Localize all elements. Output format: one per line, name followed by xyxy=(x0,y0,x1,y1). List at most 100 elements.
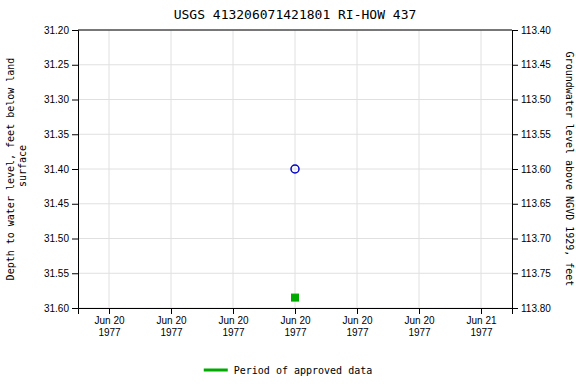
tick-label: 113.80 xyxy=(521,303,551,314)
tick-label-line: Jun 20 xyxy=(156,315,186,326)
tick: 113.70 xyxy=(512,233,551,244)
tick: 31.25 xyxy=(44,59,78,70)
tick: 31.20 xyxy=(44,25,78,36)
tick-label: 31.40 xyxy=(44,164,69,175)
tick-label: 113.65 xyxy=(521,198,551,209)
tick: 113.80 xyxy=(512,303,551,314)
axis-line xyxy=(513,31,519,309)
tick: Jun 201977 xyxy=(218,308,248,338)
chart: 31.20 31.25 31.30 31.35 31.40 31.45 31.50 31.55… xyxy=(0,0,576,384)
grid xyxy=(78,30,512,308)
y-axis-title-line: Depth to water level, feet below land xyxy=(5,58,16,281)
grid-line xyxy=(171,30,172,308)
tick-mark xyxy=(233,308,234,314)
tick-mark xyxy=(72,273,78,274)
legend: Period of approved data xyxy=(204,365,372,376)
tick-label: 113.70 xyxy=(521,233,551,244)
tick: Jun 201977 xyxy=(156,308,186,338)
tick-label: 31.25 xyxy=(44,59,69,70)
tick-mark xyxy=(72,65,78,66)
tick-label: 31.60 xyxy=(44,303,69,314)
tick-label-line: Jun 20 xyxy=(342,315,372,326)
tick: 31.45 xyxy=(44,198,78,209)
marks xyxy=(291,165,299,301)
grid-line xyxy=(295,30,296,308)
tick-mark xyxy=(512,273,518,274)
frame xyxy=(78,30,512,31)
tick-mark xyxy=(171,308,172,314)
tick-label-line: Jun 20 xyxy=(218,315,248,326)
tick-label: 113.50 xyxy=(521,94,551,105)
tick-label: Jun 201977 xyxy=(404,315,434,338)
tick-label-line: 1977 xyxy=(346,327,369,338)
tick-label: 31.55 xyxy=(44,268,69,279)
tick-label-line: 1977 xyxy=(222,327,245,338)
tick: Jun 201977 xyxy=(94,308,124,338)
title: USGS 413206071421801 RI-HOW 437 xyxy=(174,7,417,22)
tick-mark xyxy=(72,169,78,170)
axis-line xyxy=(72,31,79,309)
tick-mark xyxy=(72,134,78,135)
tick-label-line: 1977 xyxy=(160,327,183,338)
grid-line xyxy=(419,30,420,308)
tick-label: Jun 201977 xyxy=(94,315,124,338)
tick-label-line: Jun 20 xyxy=(404,315,434,326)
tick-mark xyxy=(512,100,518,101)
tick-label-line: 1977 xyxy=(470,327,493,338)
tick-label-line: Jun 20 xyxy=(280,315,310,326)
tick: 113.50 xyxy=(512,94,551,105)
tick: 113.40 xyxy=(512,25,551,36)
y-axis-title: Depth to water level, feet below land su… xyxy=(5,58,28,281)
point xyxy=(291,165,299,173)
tick-label-line: 1977 xyxy=(408,327,431,338)
tick-label: Jun 211977 xyxy=(466,315,496,338)
tick-mark xyxy=(512,204,518,205)
tick-mark xyxy=(419,308,420,314)
grid-line xyxy=(109,30,110,308)
tick: 113.55 xyxy=(512,129,551,140)
tick: 113.60 xyxy=(512,164,551,175)
tick: 31.40 xyxy=(44,164,78,175)
tick: Jun 201977 xyxy=(280,308,310,338)
y2-axis: 113.40 113.45 113.50 113.55 113.60 113.65 113.… xyxy=(512,25,551,314)
tick-mark xyxy=(512,30,518,31)
tick-mark xyxy=(109,308,110,314)
tick-label-line: Jun 21 xyxy=(466,315,496,326)
tick-label-line: 1977 xyxy=(98,327,121,338)
grid-line xyxy=(78,30,512,31)
tick: 31.50 xyxy=(44,233,78,244)
tick-mark xyxy=(72,30,78,31)
tick-mark xyxy=(72,204,78,205)
tick-label: 31.45 xyxy=(44,198,69,209)
tick-label: 113.60 xyxy=(521,164,551,175)
point xyxy=(292,294,299,301)
tick: Jun 201977 xyxy=(404,308,434,338)
y-axis: 31.20 31.25 31.30 31.35 31.40 31.45 31.50 31.55… xyxy=(44,25,79,314)
legend-swatch xyxy=(204,369,228,372)
legend-label: Period of approved data xyxy=(234,365,372,376)
tick-mark xyxy=(72,239,78,240)
tick: Jun 201977 xyxy=(342,308,372,338)
tick-label: 31.20 xyxy=(44,25,69,36)
tick-label: 113.55 xyxy=(521,129,551,140)
tick: 31.35 xyxy=(44,129,78,140)
tick-label: Jun 201977 xyxy=(342,315,372,338)
tick-label: 31.35 xyxy=(44,129,69,140)
y-axis-title-line: surface xyxy=(17,145,28,193)
tick: 31.60 xyxy=(44,303,78,314)
tick-label: 113.45 xyxy=(521,59,551,70)
tick-label: 113.40 xyxy=(521,25,551,36)
tick-mark xyxy=(512,239,518,240)
grid-line xyxy=(233,30,234,308)
y2-axis-title: Groundwater level above NGVD 1929, feet xyxy=(564,52,575,287)
tick-label-line: 1977 xyxy=(284,327,307,338)
tick-label-line: Jun 20 xyxy=(94,315,124,326)
tick: 113.65 xyxy=(512,198,551,209)
tick-mark xyxy=(357,308,358,314)
tick-label: Jun 201977 xyxy=(218,315,248,338)
tick: 113.75 xyxy=(512,268,551,279)
axis-line xyxy=(79,309,513,315)
tick: 31.30 xyxy=(44,94,78,105)
tick: Jun 211977 xyxy=(466,308,496,338)
tick-label: 31.30 xyxy=(44,94,69,105)
